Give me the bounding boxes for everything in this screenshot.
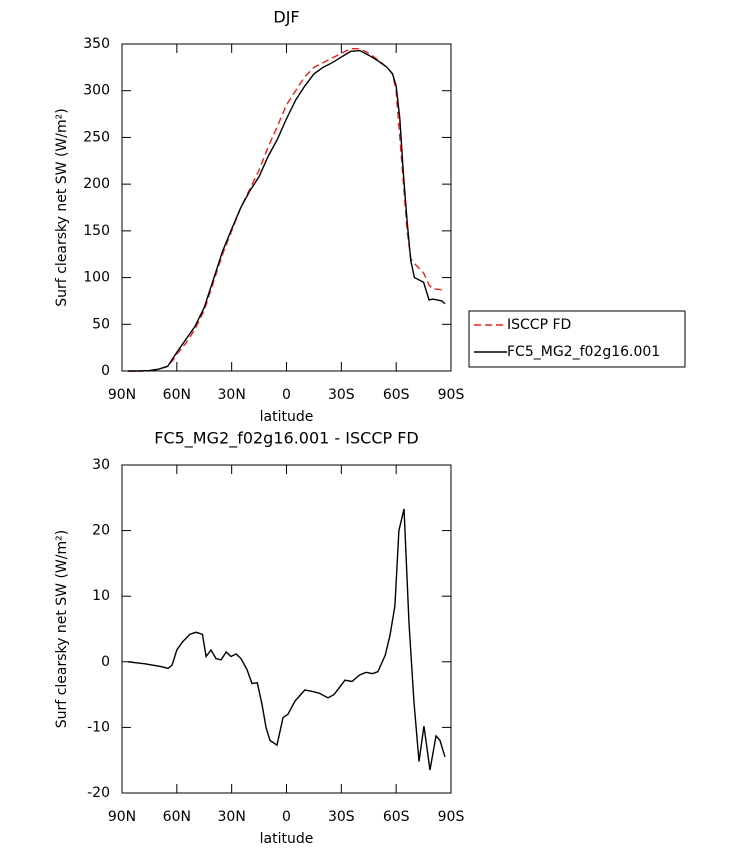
- y-tick-label: 200: [83, 176, 110, 192]
- x-tick-label: 30S: [328, 809, 355, 825]
- y-axis-label: Surf clearsky net SW (W/m²): [54, 530, 70, 728]
- x-tick-label: 0: [282, 387, 291, 403]
- y-tick-label: 300: [83, 83, 110, 99]
- y-tick-label: 30: [92, 457, 110, 473]
- y-tick-label: 250: [83, 129, 110, 145]
- x-tick-label: 90S: [438, 809, 465, 825]
- y-tick-label: -20: [87, 785, 110, 801]
- y-tick-label: 0: [101, 363, 110, 379]
- y-tick-label: 350: [83, 36, 110, 52]
- plot-frame: [121, 464, 452, 794]
- x-tick-label: 60N: [163, 809, 191, 825]
- y-tick-label: 150: [83, 223, 110, 239]
- y-tick-label: 10: [92, 588, 110, 604]
- x-tick-label: 30N: [218, 809, 246, 825]
- data-line: [128, 49, 446, 372]
- y-tick-label: 50: [92, 316, 110, 332]
- x-tick-label: 0: [282, 809, 291, 825]
- x-tick-label: 60N: [163, 387, 191, 403]
- x-tick-label: 90S: [438, 387, 465, 403]
- legend-frame: [468, 310, 686, 368]
- plot-frame: [121, 43, 452, 372]
- data-line: [127, 508, 446, 771]
- x-axis-label: latitude: [260, 409, 314, 425]
- x-tick-label: 90N: [108, 387, 136, 403]
- chart-title: FC5_MG2_f02g16.001 - ISCCP FD: [154, 429, 419, 449]
- x-tick-label: 60S: [383, 387, 410, 403]
- chart-title: DJF: [273, 8, 299, 27]
- y-tick-label: 0: [101, 654, 110, 670]
- y-tick-label: 20: [92, 523, 110, 539]
- legend-label: ISCCP FD: [507, 317, 571, 333]
- x-tick-label: 30S: [328, 387, 355, 403]
- x-tick-label: 30N: [218, 387, 246, 403]
- x-tick-label: 60S: [383, 809, 410, 825]
- y-tick-label: -10: [87, 719, 110, 735]
- y-axis-label: Surf clearsky net SW (W/m²): [54, 108, 70, 306]
- x-tick-label: 90N: [108, 809, 136, 825]
- y-tick-label: 100: [83, 270, 110, 286]
- legend-label: FC5_MG2_f02g16.001: [507, 344, 660, 360]
- x-axis-label: latitude: [260, 831, 314, 847]
